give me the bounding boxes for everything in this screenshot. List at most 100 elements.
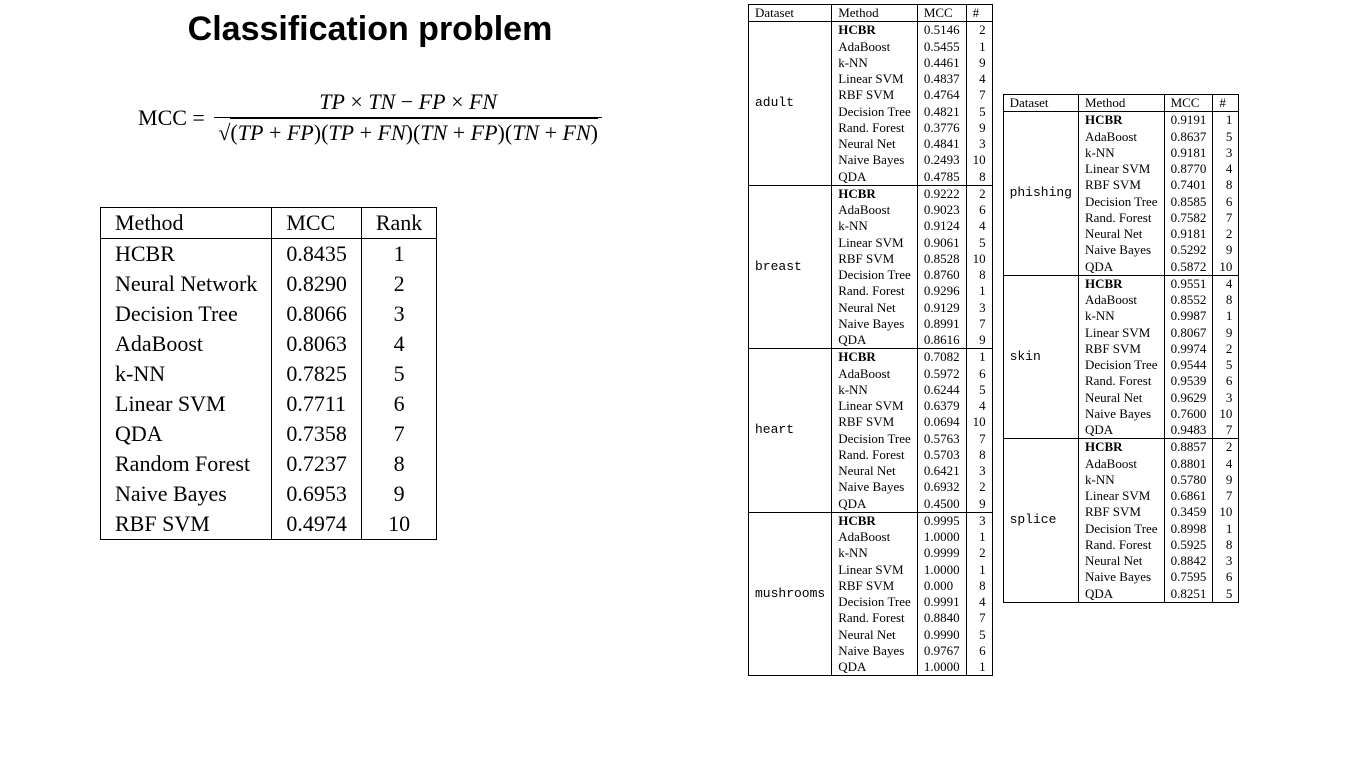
rank-cell: 4: [966, 218, 992, 234]
mcc-cell: 0.8585: [1164, 194, 1213, 210]
method-cell: k-NN: [832, 545, 918, 561]
rank-cell: 6: [1213, 373, 1239, 389]
method-cell: Neural Net: [1078, 226, 1164, 242]
summary-cell: 0.7237: [272, 449, 362, 479]
method-cell: Decision Tree: [1078, 357, 1164, 373]
mcc-cell: 0.5972: [917, 366, 966, 382]
table-row: RBF SVM0.497410: [101, 509, 437, 540]
method-cell: HCBR: [1078, 439, 1164, 456]
method-cell: AdaBoost: [1078, 292, 1164, 308]
method-cell: Naive Bayes: [832, 316, 918, 332]
table-row: mushroomsHCBR0.99953: [749, 512, 993, 529]
method-cell: Rand. Forest: [832, 610, 918, 626]
mcc-cell: 0.9129: [917, 300, 966, 316]
summary-cell: Neural Network: [101, 269, 272, 299]
summary-cell: 1: [361, 238, 436, 269]
page-title: Classification problem: [40, 10, 700, 49]
method-cell: AdaBoost: [832, 39, 918, 55]
mcc-cell: 0.8616: [917, 332, 966, 349]
method-cell: RBF SVM: [832, 414, 918, 430]
mcc-cell: 0.9629: [1164, 390, 1213, 406]
method-cell: Decision Tree: [832, 267, 918, 283]
summary-cell: 0.6953: [272, 479, 362, 509]
table-row: Random Forest0.72378: [101, 449, 437, 479]
method-cell: QDA: [1078, 586, 1164, 603]
detail-header-row: DatasetMethodMCC#: [749, 5, 993, 22]
rank-cell: 8: [966, 578, 992, 594]
mcc-cell: 0.9222: [917, 185, 966, 202]
detail-col-header: Dataset: [1003, 95, 1078, 112]
left-panel: Classification problem MCC = TP × TN − F…: [40, 10, 700, 540]
dataset-cell: adult: [749, 22, 832, 186]
mcc-cell: 0.4821: [917, 104, 966, 120]
formula-var: TP: [328, 120, 354, 145]
mcc-cell: 0.4841: [917, 136, 966, 152]
summary-cell: 0.7711: [272, 389, 362, 419]
mcc-cell: 0.5780: [1164, 472, 1213, 488]
table-row: AdaBoost0.80634: [101, 329, 437, 359]
method-cell: Neural Net: [1078, 553, 1164, 569]
table-row: Decision Tree0.80663: [101, 299, 437, 329]
summary-cell: QDA: [101, 419, 272, 449]
method-cell: Linear SVM: [832, 398, 918, 414]
method-cell: k-NN: [832, 218, 918, 234]
detail-table-right: DatasetMethodMCC# phishingHCBR0.91911Ada…: [1003, 94, 1240, 603]
rank-cell: 8: [966, 447, 992, 463]
method-cell: Neural Net: [832, 463, 918, 479]
method-cell: RBF SVM: [1078, 177, 1164, 193]
summary-cell: 9: [361, 479, 436, 509]
summary-cell: 0.4974: [272, 509, 362, 540]
radical-icon: √: [218, 120, 230, 145]
rank-cell: 8: [966, 169, 992, 186]
rank-cell: 1: [966, 39, 992, 55]
method-cell: Rand. Forest: [832, 120, 918, 136]
mcc-cell: 0.8251: [1164, 586, 1213, 603]
rank-cell: 8: [1213, 537, 1239, 553]
rank-cell: 9: [1213, 472, 1239, 488]
rank-cell: 5: [966, 627, 992, 643]
method-cell: k-NN: [832, 55, 918, 71]
summary-cell: Naive Bayes: [101, 479, 272, 509]
rank-cell: 6: [966, 643, 992, 659]
rank-cell: 5: [1213, 357, 1239, 373]
summary-cell: HCBR: [101, 238, 272, 269]
mcc-cell: 0.9544: [1164, 357, 1213, 373]
table-row: breastHCBR0.92222: [749, 185, 993, 202]
mcc-cell: 0.9124: [917, 218, 966, 234]
mcc-cell: 0.7595: [1164, 569, 1213, 585]
method-cell: Rand. Forest: [1078, 373, 1164, 389]
method-cell: AdaBoost: [832, 202, 918, 218]
rank-cell: 1: [1213, 521, 1239, 537]
dataset-cell: skin: [1003, 275, 1078, 439]
method-cell: Naive Bayes: [1078, 569, 1164, 585]
rank-cell: 1: [966, 562, 992, 578]
rank-cell: 5: [1213, 586, 1239, 603]
rank-cell: 8: [1213, 177, 1239, 193]
mcc-cell: 0.9551: [1164, 275, 1213, 292]
rank-cell: 4: [1213, 161, 1239, 177]
rank-cell: 6: [1213, 569, 1239, 585]
mcc-cell: 0.9539: [1164, 373, 1213, 389]
summary-cell: 0.8066: [272, 299, 362, 329]
formula-lhs: MCC =: [138, 105, 205, 131]
detail-col-header: #: [966, 5, 992, 22]
mcc-cell: 0.9767: [917, 643, 966, 659]
rank-cell: 1: [966, 283, 992, 299]
method-cell: Linear SVM: [1078, 325, 1164, 341]
summary-col-header: Rank: [361, 207, 436, 238]
mcc-cell: 0.6861: [1164, 488, 1213, 504]
rank-cell: 9: [966, 55, 992, 71]
mcc-cell: 0.4785: [917, 169, 966, 186]
table-row: heartHCBR0.70821: [749, 349, 993, 366]
rank-cell: 8: [1213, 292, 1239, 308]
summary-body: HCBR0.84351Neural Network0.82902Decision…: [101, 238, 437, 539]
detail-table-left: DatasetMethodMCC# adultHCBR0.51462AdaBoo…: [748, 4, 993, 676]
method-cell: Naive Bayes: [1078, 406, 1164, 422]
mcc-cell: 1.0000: [917, 529, 966, 545]
summary-cell: 6: [361, 389, 436, 419]
formula-numerator: TP × TN − FP × FN: [214, 89, 602, 118]
rank-cell: 9: [966, 332, 992, 349]
mcc-cell: 0.8998: [1164, 521, 1213, 537]
table-row: phishingHCBR0.91911: [1003, 112, 1239, 129]
detail-right-body: phishingHCBR0.91911AdaBoost0.86375k-NN0.…: [1003, 112, 1239, 603]
